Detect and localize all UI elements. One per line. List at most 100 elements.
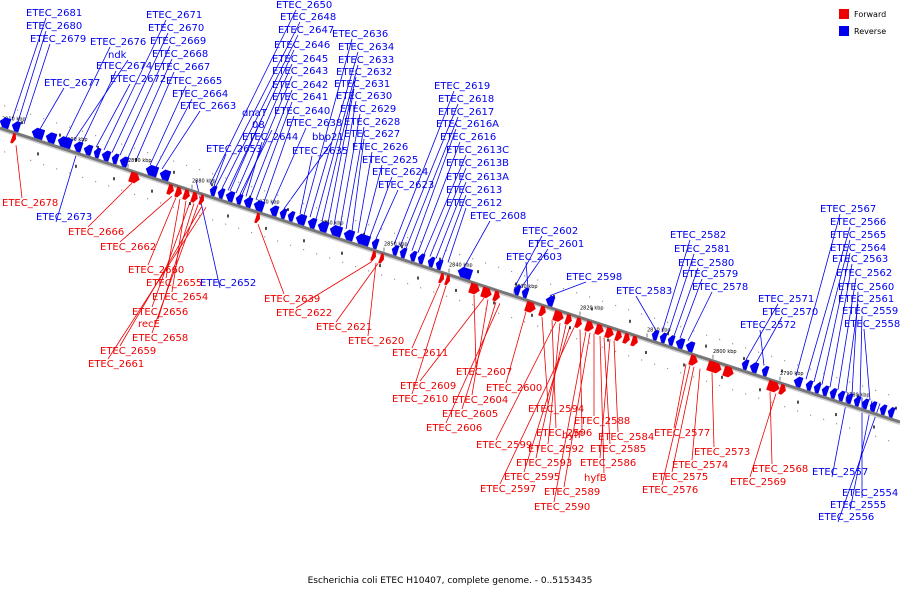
gene-label-etec-2606: ETEC_2606 [426, 423, 482, 434]
kbp-tick-label: 2910 kbp [2, 117, 26, 123]
forward-leader [547, 322, 561, 445]
forward-gene [378, 253, 385, 264]
reverse-leader [405, 116, 459, 249]
track-dot [511, 316, 513, 319]
reverse-leader [851, 291, 859, 395]
track-dot [472, 304, 474, 306]
track-dot [407, 236, 409, 239]
track-dot [82, 176, 84, 178]
track-dot [394, 278, 396, 280]
forward-leader [711, 372, 715, 448]
gene-label-etec-2583: ETEC_2583 [616, 286, 672, 297]
reverse-gene [853, 395, 862, 407]
legend-forward-swatch [839, 9, 849, 19]
forward-gene [198, 194, 205, 205]
reverse-leader [393, 90, 455, 245]
gene-label-etec-2670: ETEC_2670 [148, 23, 204, 34]
gene-label-etec-2612: ETEC_2612 [446, 198, 502, 209]
gene-label-etec-2554: ETEC_2554 [842, 488, 898, 499]
track-dot [69, 126, 71, 128]
reverse-gene [845, 393, 854, 405]
gene-label-etec-2681: ETEC_2681 [26, 8, 82, 19]
reverse-leader [423, 154, 467, 255]
forward-leader [461, 301, 497, 410]
gene-label-etec-2650: ETEC_2650 [276, 0, 332, 11]
track-dot [849, 381, 851, 383]
gene-label-etec-2679: ETEC_2679 [30, 34, 86, 45]
track-dot [836, 423, 838, 425]
kbp-tick-label: 2860 kbp [320, 221, 344, 227]
forward-gene [524, 300, 536, 313]
reverse-leader [375, 189, 399, 239]
reverse-leader [849, 400, 873, 511]
track-dot [342, 261, 344, 263]
reverse-gene [83, 144, 94, 156]
reverse-leader [321, 76, 357, 222]
gene-label-rece: recE [138, 319, 160, 330]
gene-label-etec-2664: ETEC_2664 [172, 89, 228, 100]
track-dot [524, 321, 526, 323]
forward-gene [480, 286, 492, 299]
kbp-tick-label: 2830 kbp [514, 284, 538, 290]
track-dot [4, 151, 6, 153]
gene-label-etec-2605: ETEC_2605 [442, 409, 498, 420]
gene-label-etec-2556: ETEC_2556 [818, 512, 874, 523]
reverse-leader [195, 179, 221, 289]
track-dot [316, 207, 318, 209]
gene-label-etec-2665: ETEC_2665 [166, 76, 222, 87]
track-dot [836, 377, 838, 379]
track-dot [498, 266, 500, 268]
forward-gene [584, 320, 594, 332]
track-dot [381, 228, 383, 230]
gene-label-etec-2610: ETEC_2610 [392, 394, 448, 405]
reverse-leader [549, 281, 587, 297]
gene-label-etec-2644: ETEC_2644 [242, 132, 298, 143]
track-dot [251, 185, 253, 188]
track-dot [654, 363, 656, 365]
track-dot [420, 287, 422, 289]
reverse-leader [339, 113, 361, 228]
reverse-gene [279, 208, 288, 220]
reverse-gene [119, 156, 130, 168]
reverse-gene [435, 259, 444, 271]
gene-label-etec-2648: ETEC_2648 [280, 12, 336, 23]
track-dot [56, 122, 58, 124]
gene-label-hyff: hyfF [562, 430, 584, 441]
forward-leader [107, 207, 207, 360]
track-dot [758, 351, 760, 353]
reverse-leader [795, 213, 841, 377]
forward-leader [535, 324, 567, 459]
track-dot [745, 347, 747, 349]
axis-line [0, 126, 900, 424]
gene-label-etec-2656: ETEC_2656 [132, 307, 188, 318]
reverse-leader [525, 261, 529, 289]
gene-label-etec-2564: ETEC_2564 [830, 243, 886, 254]
gene-label-etec-2658: ETEC_2658 [132, 333, 188, 344]
reverse-gene [821, 385, 830, 397]
track-dot [238, 227, 240, 229]
gene-label-etec-2562: ETEC_2562 [836, 268, 892, 279]
reverse-leader [119, 45, 171, 156]
reverse-leader [263, 115, 295, 203]
track-dot [342, 215, 344, 217]
forward-leader [551, 320, 557, 429]
reverse-gene [545, 295, 556, 307]
track-dot [30, 113, 32, 115]
reverse-leader [81, 70, 117, 143]
reverse-leader [447, 207, 467, 263]
reverse-leader [229, 117, 263, 192]
forward-leader [411, 285, 447, 395]
reverse-gene [749, 362, 760, 374]
reverse-gene [225, 191, 236, 203]
track-dot [875, 435, 877, 438]
gene-label-etec-2574: ETEC_2574 [672, 460, 728, 471]
track-dot [446, 295, 448, 297]
track-dot [368, 224, 370, 226]
reverse-leader [411, 128, 457, 251]
track-dot [680, 372, 682, 374]
gene-label-bbp21: bbp21 [312, 132, 344, 143]
gene-label-etec-2584: ETEC_2584 [598, 432, 654, 443]
track-dot [693, 376, 695, 378]
reverse-leader [667, 253, 695, 335]
gene-label-etec-2662: ETEC_2662 [100, 242, 156, 253]
